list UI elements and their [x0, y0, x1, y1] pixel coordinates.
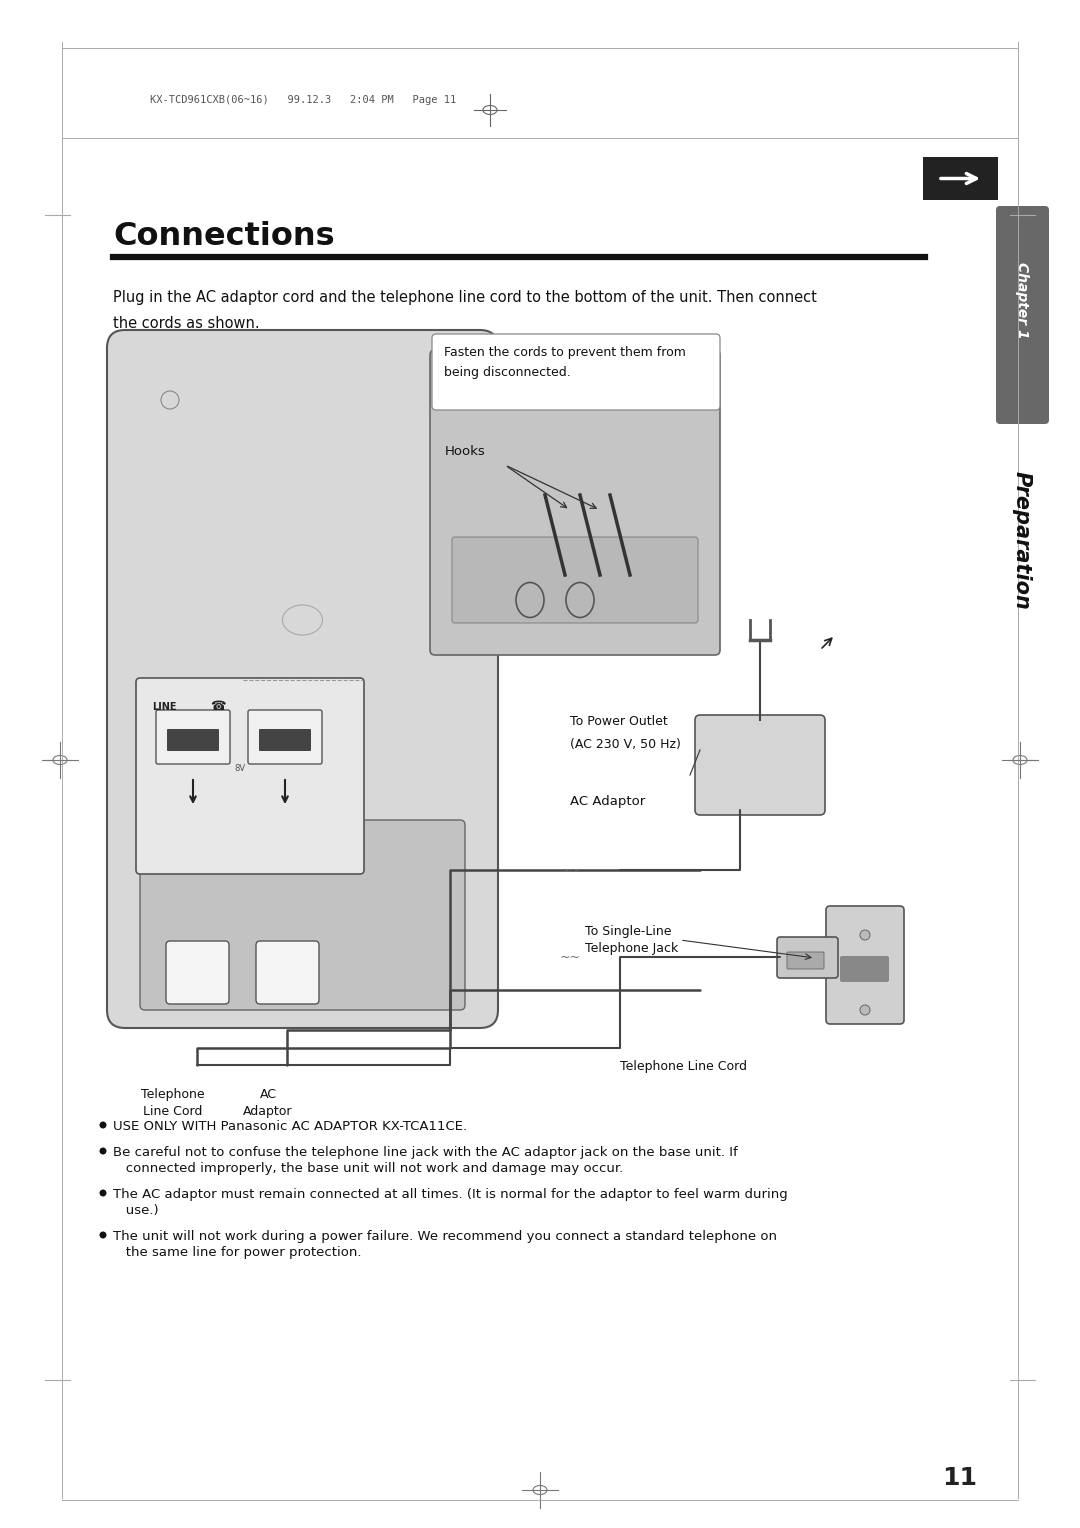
Circle shape	[99, 1148, 107, 1155]
Text: the same line for power protection.: the same line for power protection.	[113, 1245, 362, 1259]
FancyBboxPatch shape	[107, 330, 498, 1028]
FancyBboxPatch shape	[696, 715, 825, 814]
Circle shape	[99, 1122, 107, 1129]
Text: Plug in the AC adaptor cord and the telephone line cord to the bottom of the uni: Plug in the AC adaptor cord and the tele…	[113, 290, 816, 306]
FancyBboxPatch shape	[826, 906, 904, 1024]
Text: To Power Outlet: To Power Outlet	[570, 715, 667, 727]
FancyBboxPatch shape	[787, 952, 824, 969]
Circle shape	[99, 1232, 107, 1239]
Text: To Single-Line: To Single-Line	[585, 924, 672, 938]
Text: connected improperly, the base unit will not work and damage may occur.: connected improperly, the base unit will…	[113, 1161, 623, 1175]
FancyBboxPatch shape	[432, 335, 720, 410]
Text: USE ONLY WITH Panasonic AC ADAPTOR KX-TCA11CE.: USE ONLY WITH Panasonic AC ADAPTOR KX-TC…	[113, 1120, 468, 1132]
FancyBboxPatch shape	[430, 350, 720, 656]
Text: Telephone Line Cord: Telephone Line Cord	[620, 1060, 747, 1073]
FancyBboxPatch shape	[156, 711, 230, 764]
Circle shape	[860, 931, 870, 940]
FancyBboxPatch shape	[140, 821, 465, 1010]
Text: The AC adaptor must remain connected at all times. (It is normal for the adaptor: The AC adaptor must remain connected at …	[113, 1187, 787, 1201]
Text: Fasten the cords to prevent them from: Fasten the cords to prevent them from	[444, 345, 686, 359]
Text: use.): use.)	[113, 1204, 159, 1216]
FancyBboxPatch shape	[996, 206, 1049, 423]
FancyBboxPatch shape	[167, 729, 219, 750]
Text: Chapter 1: Chapter 1	[1015, 261, 1029, 338]
Text: Adaptor: Adaptor	[243, 1105, 293, 1118]
Text: 11: 11	[943, 1465, 977, 1490]
Text: Hooks: Hooks	[445, 445, 486, 458]
Bar	[923, 157, 998, 200]
Text: The unit will not work during a power failure. We recommend you connect a standa: The unit will not work during a power fa…	[113, 1230, 777, 1242]
Text: Preparation: Preparation	[1012, 471, 1032, 610]
FancyBboxPatch shape	[166, 941, 229, 1004]
Text: AC Adaptor: AC Adaptor	[570, 795, 645, 808]
Text: Telephone Jack: Telephone Jack	[585, 941, 678, 955]
Text: Line Cord: Line Cord	[144, 1105, 203, 1118]
FancyBboxPatch shape	[256, 941, 319, 1004]
Text: (AC 230 V, 50 Hz): (AC 230 V, 50 Hz)	[570, 738, 680, 750]
Text: ~~: ~~	[559, 950, 581, 964]
Text: Telephone: Telephone	[141, 1088, 205, 1102]
Text: the cords as shown.: the cords as shown.	[113, 316, 259, 332]
Text: 8V: 8V	[234, 764, 245, 773]
FancyBboxPatch shape	[136, 678, 364, 874]
Text: AC: AC	[259, 1088, 276, 1102]
Text: Be careful not to confuse the telephone line jack with the AC adaptor jack on th: Be careful not to confuse the telephone …	[113, 1146, 738, 1160]
Text: Connections: Connections	[113, 222, 335, 252]
Text: LINE: LINE	[152, 701, 176, 712]
FancyBboxPatch shape	[453, 536, 698, 623]
Text: ☎: ☎	[210, 700, 226, 714]
FancyBboxPatch shape	[840, 957, 889, 983]
Text: ~~: ~~	[559, 863, 581, 877]
FancyBboxPatch shape	[777, 937, 838, 978]
Circle shape	[860, 1005, 870, 1015]
Circle shape	[99, 1189, 107, 1196]
Text: KX-TCD961CXB(06~16)   99.12.3   2:04 PM   Page 11: KX-TCD961CXB(06~16) 99.12.3 2:04 PM Page…	[150, 95, 456, 105]
Text: being disconnected.: being disconnected.	[444, 367, 570, 379]
FancyBboxPatch shape	[248, 711, 322, 764]
FancyBboxPatch shape	[259, 729, 311, 750]
